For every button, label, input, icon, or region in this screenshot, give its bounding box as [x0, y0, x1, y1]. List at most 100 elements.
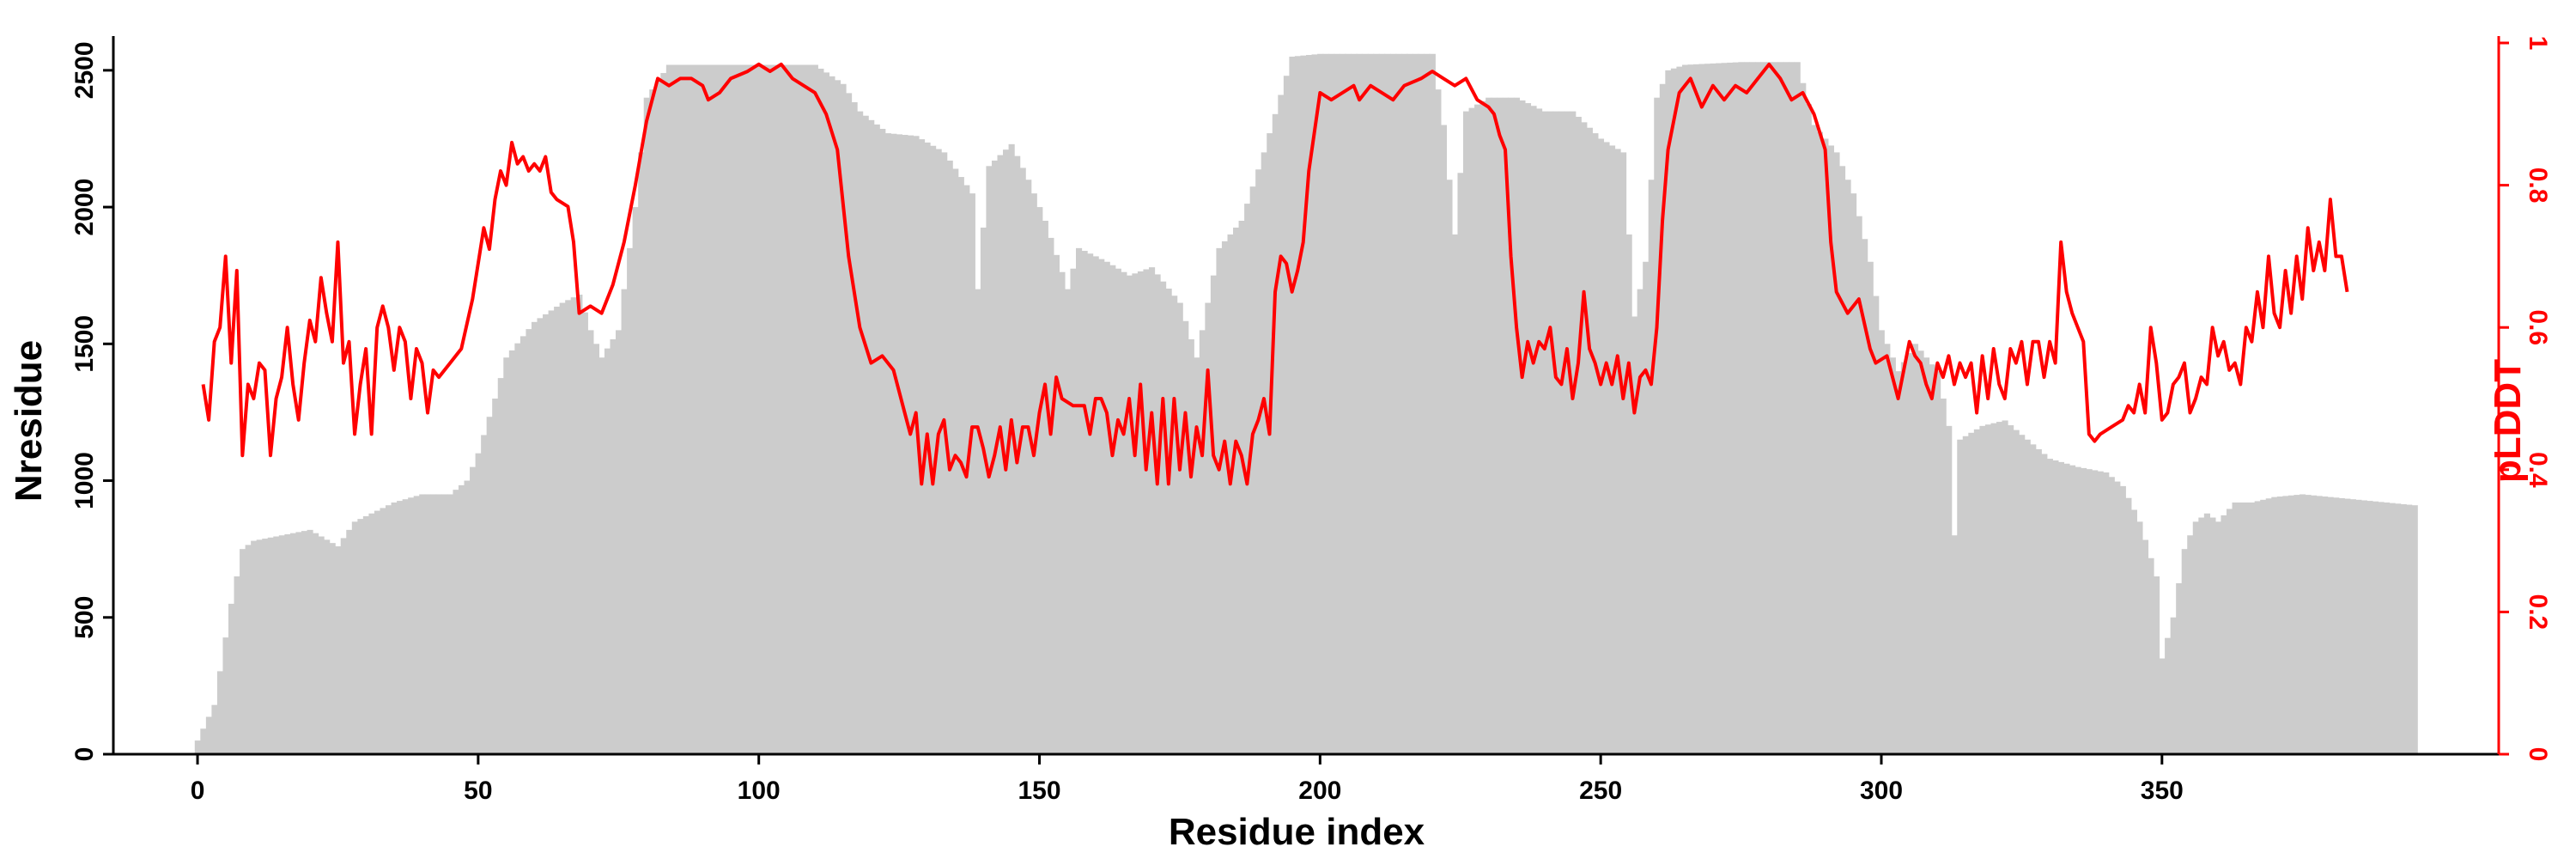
nresidue-bar [2024, 439, 2031, 754]
nresidue-bar [683, 64, 690, 755]
nresidue-bar [1210, 275, 1218, 754]
nresidue-bar [313, 533, 319, 754]
nresidue-bar [1351, 53, 1358, 755]
nresidue-bar [1199, 330, 1206, 754]
nresidue-bars [194, 53, 2418, 755]
nresidue-bar [671, 64, 678, 755]
nresidue-bar [1446, 180, 1453, 755]
nresidue-bar [969, 193, 975, 754]
nresidue-bar [295, 532, 302, 754]
nresidue-bar [1502, 97, 1509, 754]
left-axis-title: Nresidue [8, 340, 50, 502]
nresidue-bar [1025, 180, 1032, 755]
nresidue-bar [1143, 269, 1150, 754]
nresidue-bar [284, 533, 291, 754]
nresidue-bar [744, 64, 751, 755]
nresidue-bar [2355, 499, 2362, 754]
left-tick-label: 0 [70, 747, 99, 762]
nresidue-bar [2411, 505, 2418, 754]
nresidue-bar [890, 133, 897, 755]
nresidue-bar [470, 466, 477, 754]
nresidue-bar [2276, 497, 2283, 754]
x-axis-title: Residue index [1169, 811, 1425, 853]
nresidue-bar [408, 497, 415, 754]
nresidue-bar [2232, 503, 2239, 754]
nresidue-bar [1322, 53, 1329, 755]
nresidue-bar [1306, 55, 1313, 754]
nresidue-bar [2069, 465, 2076, 754]
nresidue-bar [1990, 423, 1997, 754]
nresidue-bar [351, 521, 358, 754]
nresidue-bar [1608, 145, 1616, 755]
nresidue-bar [1429, 53, 1436, 755]
nresidue-bar [1968, 432, 1975, 754]
nresidue-bar [289, 533, 297, 754]
nresidue-bar [884, 133, 891, 755]
nresidue-bar [554, 307, 561, 754]
nresidue-bar [424, 494, 431, 754]
nresidue-bar [211, 704, 218, 754]
nresidue-bar [1081, 251, 1088, 754]
nresidue-bar [1614, 149, 1621, 754]
left-tick-label: 1500 [70, 315, 99, 373]
nresidue-bar [1800, 82, 1807, 754]
nresidue-bar [750, 64, 757, 755]
nresidue-bar [548, 310, 555, 755]
nresidue-bar [2108, 477, 2115, 754]
nresidue-bar [368, 513, 375, 754]
nresidue-bar [1378, 53, 1386, 755]
nresidue-bar [941, 152, 948, 754]
nresidue-bar [2114, 481, 2121, 754]
nresidue-bar [1710, 63, 1716, 754]
nresidue-bar [1670, 68, 1678, 755]
nresidue-bar [2349, 499, 2356, 754]
nresidue-bar [2287, 495, 2295, 754]
nresidue-bar [862, 115, 869, 754]
nresidue-bar [1289, 56, 1296, 755]
nresidue-bar [587, 330, 594, 754]
nresidue-bar [1850, 193, 1857, 754]
nresidue-bar [811, 64, 818, 755]
nresidue-bar [2063, 463, 2070, 754]
nresidue-bar [1053, 254, 1060, 754]
nresidue-bar [1760, 62, 1767, 755]
nresidue-bar [1311, 54, 1318, 754]
nresidue-bar [2344, 498, 2351, 754]
nresidue-bar [228, 603, 235, 754]
nresidue-bar [1693, 64, 1700, 755]
nresidue-bar [1889, 357, 1896, 754]
nresidue-bar [537, 318, 544, 754]
nresidue-bar [654, 81, 661, 754]
nresidue-bar [840, 83, 847, 754]
nresidue-bar [1508, 97, 1515, 754]
left-tick-label: 1000 [70, 452, 99, 509]
nresidue-bar [1356, 53, 1363, 755]
nresidue-bar [1687, 64, 1694, 754]
nresidue-bar [1160, 281, 1167, 754]
nresidue-bar [475, 453, 482, 754]
nresidue-bar [2265, 498, 2272, 754]
nresidue-bar [1519, 100, 1526, 754]
nresidue-bar [278, 535, 285, 754]
nresidue-bar [245, 545, 252, 754]
nresidue-bar [913, 136, 920, 754]
nresidue-bar [2008, 425, 2014, 754]
x-tick-label: 200 [1298, 777, 1341, 805]
nresidue-bar [273, 536, 280, 754]
nresidue-bar [975, 289, 981, 754]
nresidue-bar [1659, 83, 1666, 754]
nresidue-bar [1463, 111, 1470, 754]
left-tick-label: 2000 [70, 179, 99, 236]
nresidue-bar [1373, 53, 1380, 755]
nresidue-bar [2075, 466, 2081, 754]
nresidue-bar [1884, 344, 1891, 754]
nresidue-bar [1743, 62, 1750, 755]
nresidue-bar [1064, 289, 1072, 754]
nresidue-bar [492, 399, 499, 754]
nresidue-bar [1008, 143, 1015, 754]
nresidue-bar [1552, 111, 1559, 754]
nresidue-bar [1665, 70, 1672, 755]
nresidue-bar [1547, 111, 1554, 754]
nresidue-bar [1676, 66, 1683, 755]
